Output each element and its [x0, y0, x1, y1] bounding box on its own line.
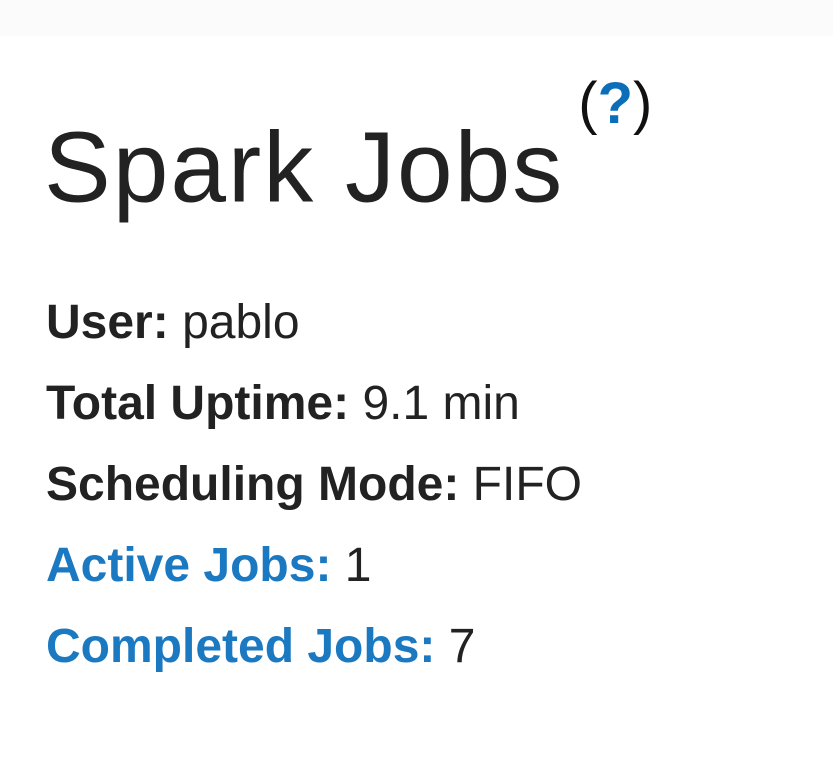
page-title: Spark Jobs(?) [44, 71, 652, 237]
scheduling-mode-label: Scheduling Mode: [46, 458, 460, 511]
page-title-text: Spark Jobs [44, 111, 565, 224]
top-bar [0, 0, 833, 36]
summary-scheduling-mode: Scheduling Mode: FIFO [46, 444, 582, 525]
summary-active-jobs: Active Jobs: 1 [46, 525, 582, 606]
scheduling-mode-value: FIFO [472, 458, 582, 511]
completed-jobs-value: 7 [448, 620, 476, 673]
user-label: User: [46, 296, 169, 349]
active-jobs-link[interactable]: Active Jobs: [46, 539, 332, 592]
summary-completed-jobs: Completed Jobs: 7 [46, 606, 582, 687]
active-jobs-value: 1 [344, 539, 372, 592]
summary-user: User: pablo [46, 282, 582, 363]
help-link[interactable]: ? [597, 71, 634, 136]
help-tooltip: (?) [578, 71, 653, 136]
uptime-value: 9.1 min [362, 377, 520, 430]
completed-jobs-link[interactable]: Completed Jobs: [46, 620, 436, 673]
uptime-label: Total Uptime: [46, 377, 350, 430]
user-value: pablo [182, 296, 300, 349]
summary-list: User: pablo Total Uptime: 9.1 min Schedu… [46, 282, 582, 687]
summary-uptime: Total Uptime: 9.1 min [46, 363, 582, 444]
